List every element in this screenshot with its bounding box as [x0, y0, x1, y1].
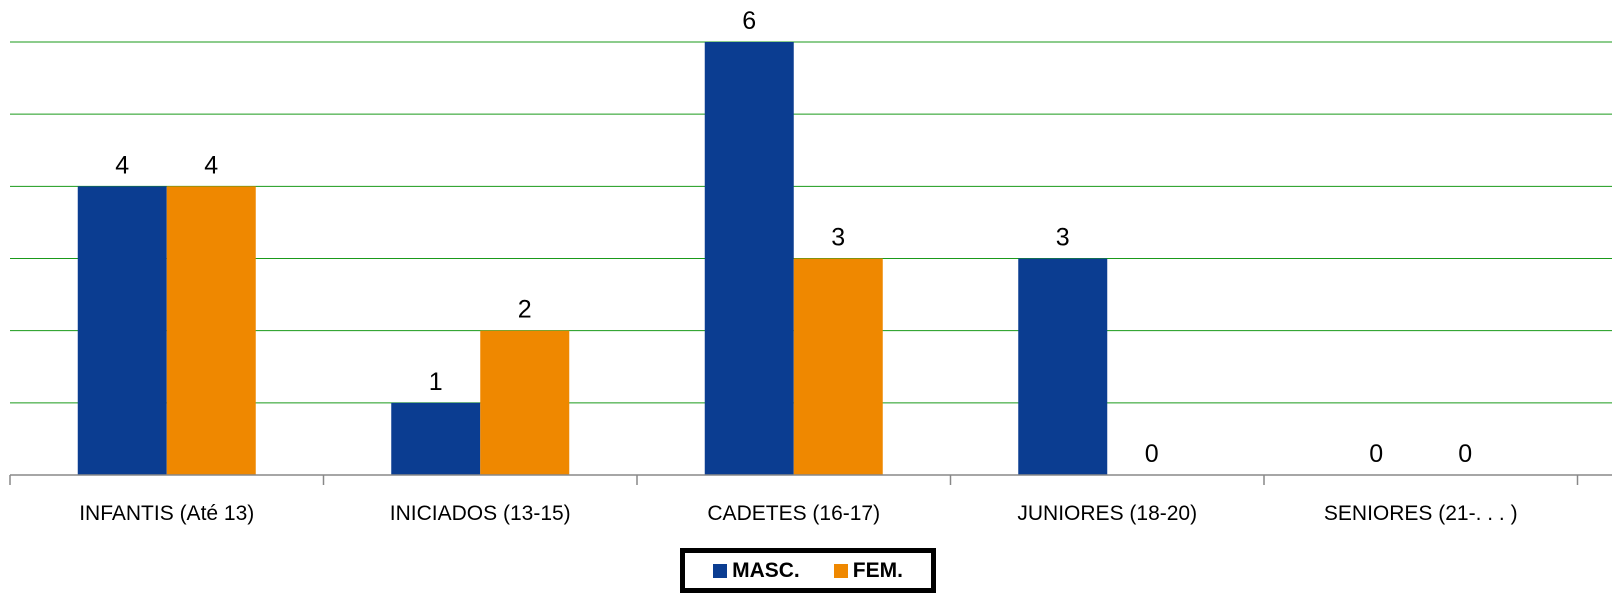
- data-label-fem: 2: [518, 296, 532, 324]
- bar-masc: [391, 402, 481, 475]
- data-label-masc: 3: [1056, 224, 1070, 252]
- bar-masc: [77, 186, 167, 476]
- data-label-masc: 4: [115, 151, 129, 179]
- legend-swatch-masc: [713, 563, 728, 578]
- data-label-fem: 0: [1145, 440, 1159, 468]
- x-tick-label: INICIADOS (13-15): [390, 502, 571, 525]
- legend-item-masc: MASC.: [713, 559, 800, 583]
- data-label-fem: 0: [1458, 440, 1472, 468]
- bar-fem: [166, 186, 256, 476]
- bar-masc: [1018, 258, 1108, 475]
- bar-masc: [704, 42, 794, 475]
- x-tick-label: SENIORES (21-. . . ): [1324, 502, 1518, 525]
- data-label-fem: 4: [204, 151, 218, 179]
- data-label-fem: 3: [831, 224, 845, 252]
- data-label-masc: 6: [742, 7, 756, 35]
- x-tick-label: INFANTIS (Até 13): [79, 502, 254, 525]
- legend: MASC. FEM.: [680, 548, 936, 593]
- legend-label-masc: MASC.: [732, 558, 800, 582]
- x-axis: INFANTIS (Até 13) INICIADOS (13-15) CADETE…: [9, 474, 1612, 525]
- legend-label-fem: FEM.: [852, 558, 903, 582]
- data-label-masc: 0: [1369, 440, 1383, 468]
- data-labels: 4 4 1 2 6 3 3 0 0 0: [115, 7, 1472, 468]
- legend-swatch-fem: [833, 563, 848, 578]
- bar-fem: [480, 330, 570, 475]
- bars: [77, 42, 1108, 476]
- legend-item-fem: FEM.: [833, 558, 903, 583]
- data-label-masc: 1: [429, 368, 443, 396]
- x-tick-label: CADETES (16-17): [707, 502, 880, 525]
- x-tick-label: JUNIORES (18-20): [1017, 502, 1197, 525]
- bar-fem: [793, 258, 883, 475]
